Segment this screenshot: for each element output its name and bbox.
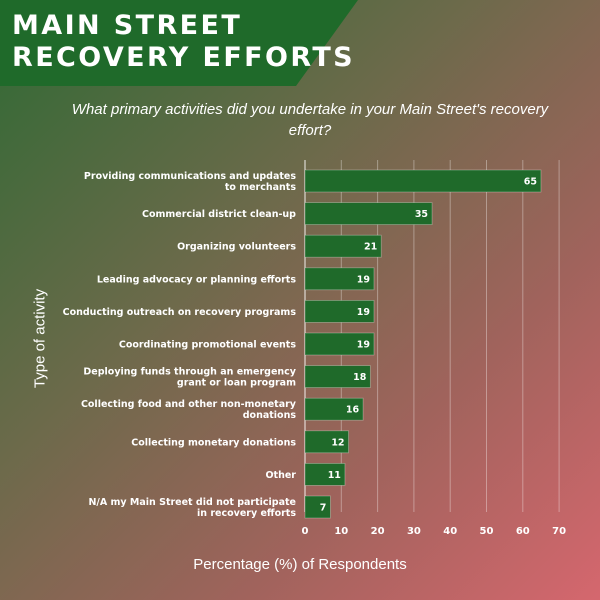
title-line-1: MAIN STREET — [12, 10, 243, 41]
title-line-2: RECOVERY EFFORTS — [12, 42, 356, 73]
bar — [304, 495, 331, 519]
bar-value-label: 11 — [328, 470, 341, 481]
category-label: to merchants — [225, 182, 297, 193]
title-banner — [0, 0, 358, 86]
x-tick-label: 0 — [302, 526, 309, 537]
bar — [304, 234, 382, 258]
bar — [304, 332, 375, 356]
bar-value-label: 19 — [357, 340, 370, 351]
category-label: donations — [243, 410, 297, 421]
bar — [304, 202, 433, 226]
x-axis-ticks: 0 10 20 30 40 50 60 70 — [302, 526, 567, 537]
bar — [304, 430, 349, 454]
x-tick-label: 30 — [407, 526, 421, 537]
x-tick-label: 20 — [371, 526, 385, 537]
bar — [304, 462, 346, 486]
x-tick-label: 10 — [334, 526, 348, 537]
x-tick-label: 50 — [480, 526, 494, 537]
bar-value-label: 18 — [353, 372, 367, 383]
category-label: in recovery efforts — [197, 508, 296, 519]
bar-value-label: 7 — [320, 503, 327, 514]
bar — [304, 365, 371, 389]
category-label: grant or loan program — [177, 378, 296, 389]
x-tick-label: 40 — [443, 526, 457, 537]
bar-value-label: 19 — [357, 274, 370, 285]
category-label: Deploying funds through an emergency — [83, 367, 296, 378]
x-tick-label: 70 — [552, 526, 566, 537]
category-label: Collecting food and other non-monetary — [81, 399, 297, 410]
chart-question: What primary activities did you undertak… — [71, 101, 549, 139]
bar — [304, 299, 375, 323]
x-axis-title: Percentage (%) of Respondents — [193, 556, 407, 573]
bars: 65 35 21 19 19 19 18 16 12 11 7 — [304, 169, 542, 519]
category-label: Leading advocacy or planning efforts — [97, 274, 296, 285]
category-label: Coordinating promotional events — [119, 340, 296, 351]
bar-value-label: 19 — [357, 307, 370, 318]
bar-value-label: 16 — [346, 405, 360, 416]
y-axis-title: Type of activity — [31, 288, 49, 389]
category-label: Collecting monetary donations — [131, 437, 296, 448]
bar-value-label: 12 — [331, 437, 344, 448]
bar-value-label: 65 — [524, 177, 537, 188]
category-label: N/A my Main Street did not participate — [88, 497, 296, 508]
category-label: Providing communications and updates — [84, 171, 296, 182]
bar — [304, 169, 542, 193]
category-label: Organizing volunteers — [177, 242, 296, 253]
category-label: Conducting outreach on recovery programs — [63, 307, 297, 318]
bar-value-label: 35 — [415, 209, 428, 220]
category-label: Other — [265, 470, 296, 481]
bar — [304, 397, 364, 421]
x-tick-label: 60 — [516, 526, 530, 537]
bar-value-label: 21 — [364, 242, 377, 253]
category-label: Commercial district clean-up — [142, 209, 296, 220]
bar — [304, 267, 375, 291]
